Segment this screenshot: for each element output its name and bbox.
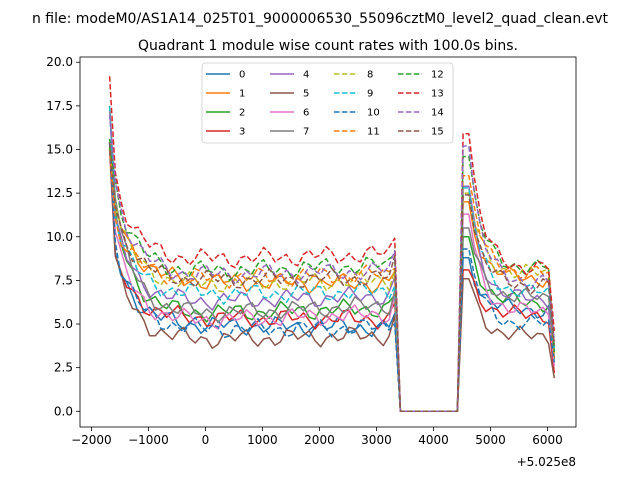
y-tick-label: 0.0 bbox=[54, 404, 73, 418]
legend-label-1: 1 bbox=[239, 89, 245, 100]
x-tick-label: 1000 bbox=[247, 433, 278, 447]
y-tick-label: 2.5 bbox=[54, 361, 73, 375]
legend-label-14: 14 bbox=[431, 108, 444, 119]
series-line-8 bbox=[108, 145, 556, 413]
legend-label-10: 10 bbox=[367, 108, 380, 119]
plot-frame bbox=[79, 56, 577, 428]
series-line-0 bbox=[108, 142, 556, 413]
legend-label-3: 3 bbox=[239, 127, 245, 138]
y-tick-label: 7.5 bbox=[54, 273, 73, 287]
series-line-10 bbox=[108, 142, 556, 413]
axes-layer: −2000 −1000 0 1000 2000 3000 4000 5000 6000 0.0 2.… bbox=[46, 55, 562, 447]
legend-label-0: 0 bbox=[239, 70, 245, 81]
y-tick-label: 15.0 bbox=[46, 143, 73, 157]
chart-title: Quadrant 1 module wise count rates with … bbox=[138, 38, 518, 54]
y-tick-label: 12.5 bbox=[46, 186, 73, 200]
legend-label-2: 2 bbox=[239, 108, 245, 119]
legend-label-13: 13 bbox=[431, 89, 444, 100]
series-line-12 bbox=[108, 147, 556, 413]
y-tick-label: 17.5 bbox=[46, 99, 73, 113]
legend-label-11: 11 bbox=[367, 127, 380, 138]
x-tick-label: 2000 bbox=[304, 433, 335, 447]
legend-label-15: 15 bbox=[431, 127, 444, 138]
series-line-6 bbox=[108, 142, 556, 413]
x-tick-label: 5000 bbox=[475, 433, 506, 447]
legend-label-9: 9 bbox=[367, 89, 373, 100]
y-tick-label: 10.0 bbox=[46, 230, 73, 244]
series-layer bbox=[108, 76, 556, 413]
x-tick-label: 0 bbox=[202, 433, 210, 447]
series-line-4 bbox=[108, 105, 556, 413]
chart-suptitle: n file: modeM0/AS1A14_025T01_9000006530_… bbox=[32, 11, 609, 27]
legend-label-4: 4 bbox=[303, 70, 309, 81]
series-line-13 bbox=[108, 76, 556, 413]
x-tick-label: 3000 bbox=[361, 433, 392, 447]
x-tick-label: 6000 bbox=[532, 433, 563, 447]
x-offset-label: +5.025e8 bbox=[517, 455, 576, 469]
legend-label-6: 6 bbox=[303, 108, 309, 119]
y-tick-label: 5.0 bbox=[54, 317, 73, 331]
series-line-11 bbox=[108, 147, 556, 413]
legend-label-7: 7 bbox=[303, 127, 309, 138]
series-line-9 bbox=[108, 105, 556, 413]
legend-box bbox=[201, 62, 454, 144]
x-tick-label: 4000 bbox=[418, 433, 449, 447]
x-tick-label: −1000 bbox=[128, 433, 169, 447]
x-tick-label: −2000 bbox=[71, 433, 112, 447]
series-line-5 bbox=[108, 142, 556, 413]
series-line-15 bbox=[108, 142, 556, 413]
legend-label-5: 5 bbox=[303, 89, 309, 100]
legend-label-12: 12 bbox=[431, 70, 444, 81]
series-line-3 bbox=[108, 149, 556, 413]
y-tick-label: 20.0 bbox=[46, 55, 73, 69]
series-line-7 bbox=[108, 105, 556, 413]
legend-label-8: 8 bbox=[367, 70, 373, 81]
